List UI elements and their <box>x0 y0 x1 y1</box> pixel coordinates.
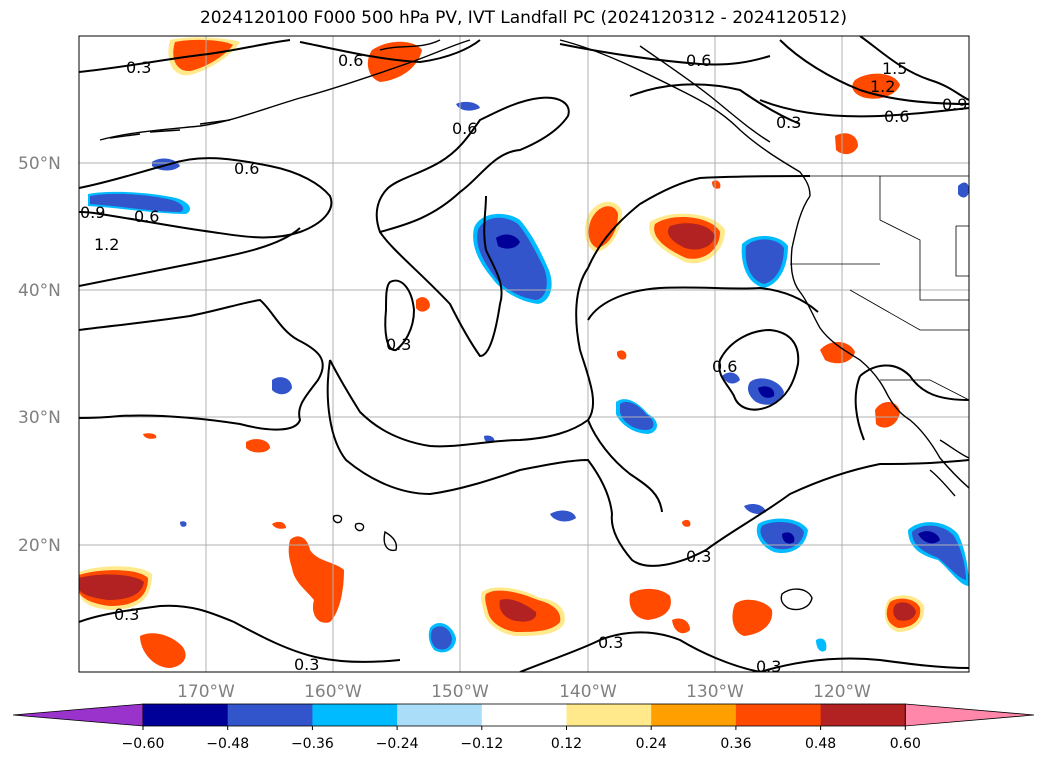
graticule <box>79 36 969 672</box>
contour-label: 0.6 <box>338 51 363 70</box>
lon-label-170w: 170°W <box>177 682 235 702</box>
contour-label: 0.3 <box>114 605 139 624</box>
colorbar <box>12 703 1035 727</box>
contour-label: 0.3 <box>386 335 411 354</box>
lat-label-30n: 30°N <box>18 408 61 428</box>
map-title: 2024120100 F000 500 hPa PV, IVT Landfall… <box>199 8 847 28</box>
colorbar-tick-label: −0.48 <box>206 736 249 752</box>
contour-label: 0.3 <box>756 657 781 676</box>
lon-label-150w: 150°W <box>431 682 489 702</box>
contour-label: 0.6 <box>452 119 477 138</box>
colorbar-segment <box>735 704 822 726</box>
contour-label: 0.9 <box>80 203 105 222</box>
contour-label: 0.6 <box>884 107 909 126</box>
pv-negative-anomalies <box>88 101 969 653</box>
contour-label: 0.3 <box>776 113 801 132</box>
lat-label-40n: 40°N <box>18 281 61 301</box>
contour-label: 1.2 <box>870 77 895 96</box>
colorbar-tick-label: 0.36 <box>720 736 751 752</box>
colorbar-tick-label: −0.60 <box>122 736 165 752</box>
contour-label: 0.6 <box>712 357 737 376</box>
contour-label: 0.9 <box>942 95 967 114</box>
lon-label-160w: 160°W <box>304 682 362 702</box>
longitude-labels: 170°W 160°W 150°W 140°W 130°W 120°W <box>177 682 871 702</box>
lat-label-50n: 50°N <box>18 154 61 174</box>
political-boundaries <box>790 175 969 401</box>
colorbar-segment <box>312 704 398 726</box>
colorbar-segment <box>566 704 652 726</box>
contour-label: 0.6 <box>234 159 259 178</box>
contour-label: 0.3 <box>598 633 623 652</box>
colorbar-tick-label: 0.48 <box>805 736 836 752</box>
pv-positive-anomalies <box>79 37 925 668</box>
contour-label: 1.5 <box>882 59 907 78</box>
contour-labels: 0.3 0.6 0.6 0.6 0.9 1.2 0.6 0.3 0.6 0.3 … <box>80 51 967 676</box>
contour-label: 0.3 <box>294 655 319 674</box>
colorbar-segment <box>143 704 229 726</box>
map-panel: 0.3 0.6 0.6 0.6 0.9 1.2 0.6 0.3 0.6 0.3 … <box>79 36 969 676</box>
colorbar-tick-label: 0.60 <box>890 736 921 752</box>
pv-contours <box>79 36 969 672</box>
contour-label: 0.3 <box>126 58 151 77</box>
colorbar-segment <box>820 704 906 726</box>
colorbar-outline <box>142 703 906 727</box>
colorbar-segment <box>481 704 567 726</box>
colorbar-extend-low <box>12 703 144 727</box>
contour-label: 1.2 <box>94 235 119 254</box>
colorbar-tick-label: −0.12 <box>460 736 503 752</box>
map-frame <box>78 35 970 673</box>
contour-label: 0.3 <box>686 547 711 566</box>
colorbar-tick-labels: −0.60 −0.48 −0.36 −0.24 −0.12 0.12 0.24 0.36 0.4… <box>122 726 921 752</box>
colorbar-tick-label: −0.36 <box>291 736 334 752</box>
lon-label-120w: 120°W <box>813 682 871 702</box>
contour-label: 0.6 <box>686 51 711 70</box>
lon-label-130w: 130°W <box>686 682 744 702</box>
colorbar-tick-label: 0.12 <box>551 736 582 752</box>
latitude-labels: 50°N 40°N 30°N 20°N <box>18 154 61 556</box>
colorbar-segment <box>651 704 737 726</box>
colorbar-tick-label: 0.24 <box>636 736 667 752</box>
contour-label: 0.6 <box>134 207 159 226</box>
colorbar-segment <box>227 704 313 726</box>
colorbar-segment <box>397 704 483 726</box>
lat-label-20n: 20°N <box>18 536 61 556</box>
colorbar-tick-label: −0.24 <box>376 736 419 752</box>
colorbar-extend-high <box>904 703 1035 727</box>
lon-label-140w: 140°W <box>559 682 617 702</box>
